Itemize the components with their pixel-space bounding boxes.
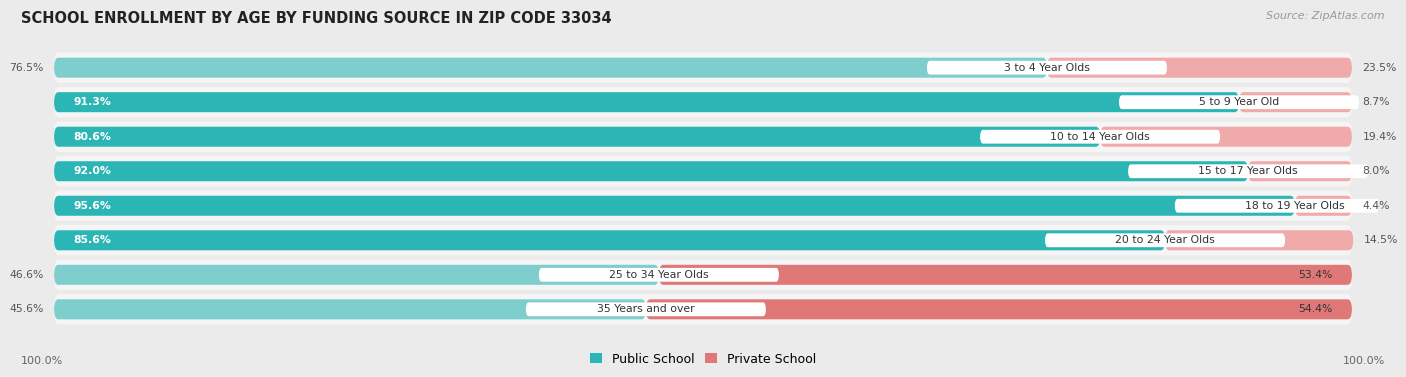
FancyBboxPatch shape — [53, 161, 1249, 181]
Text: 80.6%: 80.6% — [73, 132, 111, 142]
FancyBboxPatch shape — [1045, 233, 1285, 247]
FancyBboxPatch shape — [53, 260, 1353, 290]
FancyBboxPatch shape — [659, 265, 1353, 285]
Text: 14.5%: 14.5% — [1364, 235, 1398, 245]
Text: 92.0%: 92.0% — [73, 166, 111, 176]
Text: 100.0%: 100.0% — [1343, 356, 1385, 366]
FancyBboxPatch shape — [1047, 58, 1353, 78]
Text: 15 to 17 Year Olds: 15 to 17 Year Olds — [1198, 166, 1298, 176]
Text: 23.5%: 23.5% — [1362, 63, 1396, 73]
Text: 53.4%: 53.4% — [1298, 270, 1333, 280]
Text: 95.6%: 95.6% — [73, 201, 111, 211]
FancyBboxPatch shape — [1166, 230, 1353, 250]
Text: 4.4%: 4.4% — [1362, 201, 1389, 211]
Text: 76.5%: 76.5% — [10, 63, 44, 73]
Text: 8.7%: 8.7% — [1362, 97, 1389, 107]
Text: Source: ZipAtlas.com: Source: ZipAtlas.com — [1267, 11, 1385, 21]
FancyBboxPatch shape — [53, 92, 1239, 112]
Text: 20 to 24 Year Olds: 20 to 24 Year Olds — [1115, 235, 1215, 245]
Text: 35 Years and over: 35 Years and over — [598, 304, 695, 314]
FancyBboxPatch shape — [53, 58, 1047, 78]
Text: 5 to 9 Year Old: 5 to 9 Year Old — [1199, 97, 1279, 107]
FancyBboxPatch shape — [53, 121, 1353, 152]
FancyBboxPatch shape — [538, 268, 779, 282]
Text: 19.4%: 19.4% — [1362, 132, 1396, 142]
FancyBboxPatch shape — [1239, 92, 1353, 112]
Text: 45.6%: 45.6% — [10, 304, 44, 314]
FancyBboxPatch shape — [1295, 196, 1353, 216]
FancyBboxPatch shape — [1128, 164, 1368, 178]
FancyBboxPatch shape — [53, 127, 1099, 147]
Text: 10 to 14 Year Olds: 10 to 14 Year Olds — [1050, 132, 1150, 142]
FancyBboxPatch shape — [53, 196, 1295, 216]
FancyBboxPatch shape — [1175, 199, 1406, 213]
Text: 25 to 34 Year Olds: 25 to 34 Year Olds — [609, 270, 709, 280]
FancyBboxPatch shape — [53, 299, 645, 319]
Text: 85.6%: 85.6% — [73, 235, 111, 245]
Text: 54.4%: 54.4% — [1298, 304, 1333, 314]
Text: 91.3%: 91.3% — [73, 97, 111, 107]
FancyBboxPatch shape — [53, 265, 659, 285]
FancyBboxPatch shape — [53, 52, 1353, 83]
Text: 100.0%: 100.0% — [21, 356, 63, 366]
FancyBboxPatch shape — [1249, 161, 1353, 181]
Text: 46.6%: 46.6% — [10, 270, 44, 280]
FancyBboxPatch shape — [980, 130, 1220, 144]
FancyBboxPatch shape — [53, 190, 1353, 221]
FancyBboxPatch shape — [1119, 95, 1360, 109]
FancyBboxPatch shape — [1099, 127, 1353, 147]
FancyBboxPatch shape — [645, 299, 1353, 319]
FancyBboxPatch shape — [53, 294, 1353, 325]
Text: 18 to 19 Year Olds: 18 to 19 Year Olds — [1244, 201, 1344, 211]
FancyBboxPatch shape — [927, 61, 1167, 75]
FancyBboxPatch shape — [53, 225, 1353, 256]
FancyBboxPatch shape — [53, 230, 1166, 250]
FancyBboxPatch shape — [53, 87, 1353, 117]
Text: SCHOOL ENROLLMENT BY AGE BY FUNDING SOURCE IN ZIP CODE 33034: SCHOOL ENROLLMENT BY AGE BY FUNDING SOUR… — [21, 11, 612, 26]
Legend: Public School, Private School: Public School, Private School — [589, 352, 817, 366]
Text: 3 to 4 Year Olds: 3 to 4 Year Olds — [1004, 63, 1090, 73]
FancyBboxPatch shape — [526, 302, 766, 316]
FancyBboxPatch shape — [53, 156, 1353, 187]
Text: 8.0%: 8.0% — [1362, 166, 1391, 176]
